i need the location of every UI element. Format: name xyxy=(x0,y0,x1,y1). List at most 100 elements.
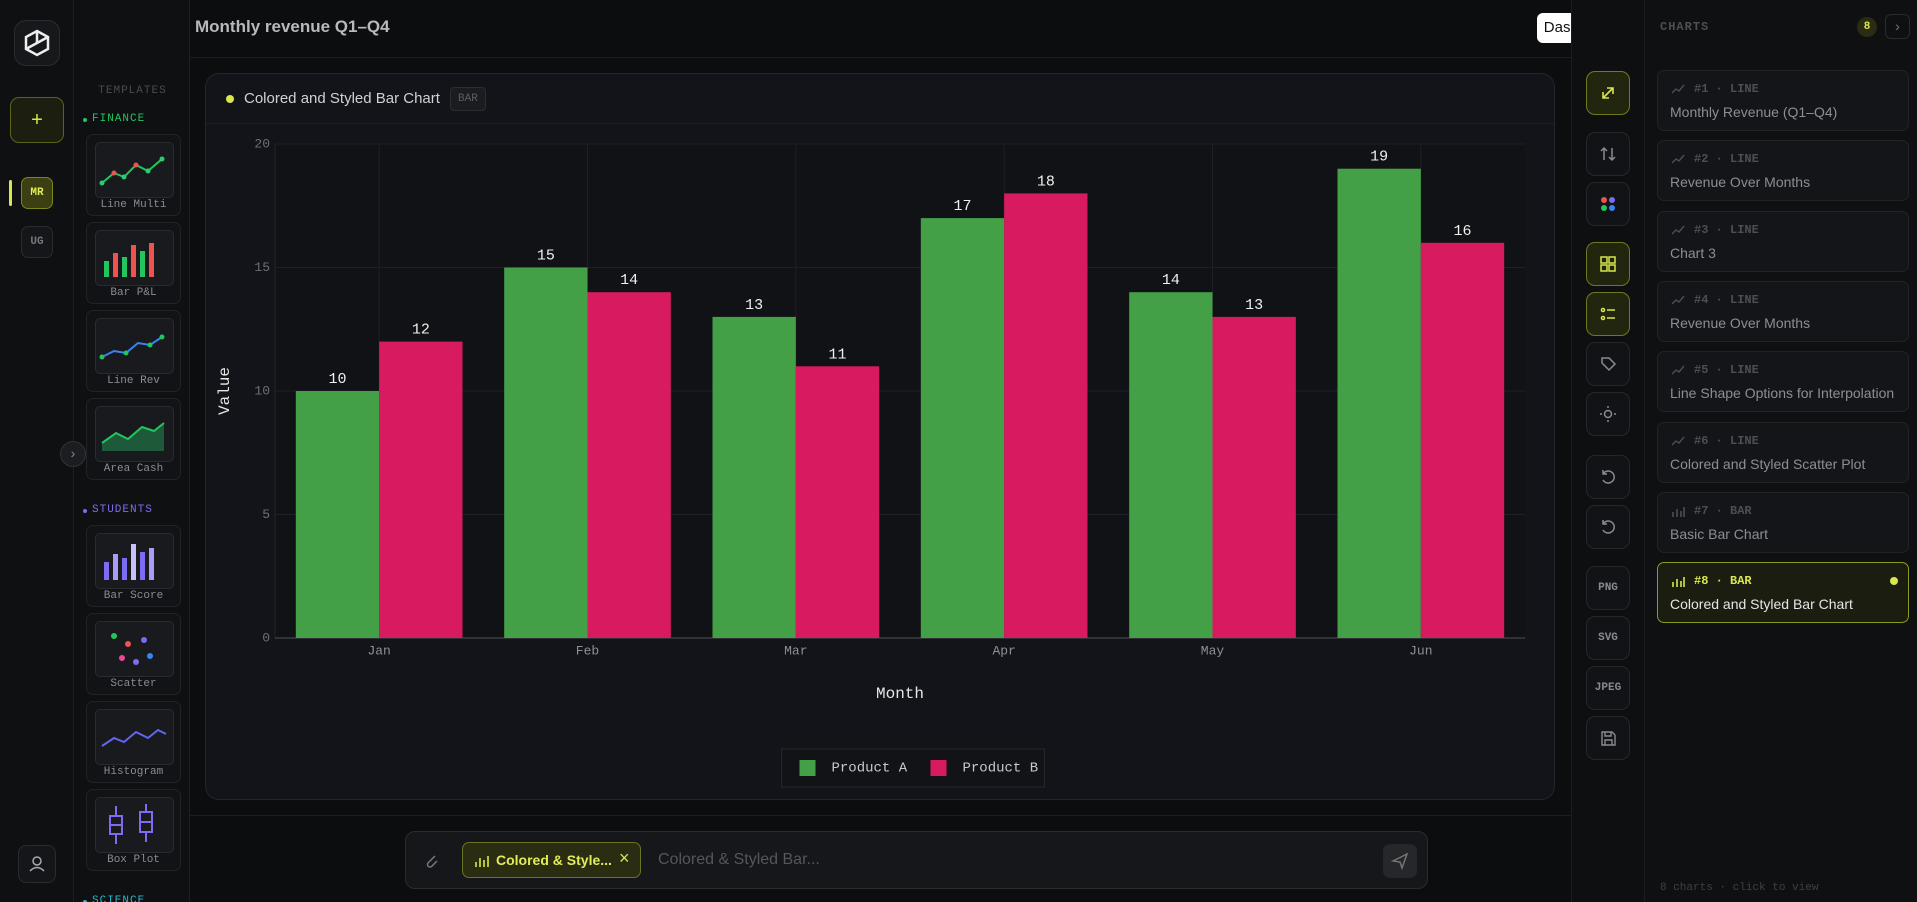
item-title: Colored and Styled Scatter Plot xyxy=(1670,455,1866,472)
chart-list-item[interactable]: #8 · BAR Colored and Styled Bar Chart xyxy=(1657,562,1909,624)
tool-button[interactable] xyxy=(1586,242,1630,286)
tool-button[interactable] xyxy=(1586,455,1630,499)
item-icon xyxy=(1670,223,1686,244)
item-icon xyxy=(1670,152,1686,173)
template-thumb xyxy=(95,533,174,589)
logo[interactable] xyxy=(14,20,60,66)
value-label: 19 xyxy=(1370,149,1388,166)
template-card[interactable]: Box Plot xyxy=(86,789,181,871)
tool-button[interactable] xyxy=(1586,505,1630,549)
bar xyxy=(1420,242,1505,639)
item-title: Chart 3 xyxy=(1670,244,1716,261)
bar xyxy=(920,218,1005,638)
bar xyxy=(1129,292,1213,638)
item-number: #5 xyxy=(1694,363,1709,378)
item-meta: #2 · LINE xyxy=(1694,152,1759,166)
section-heading: STUDENTS xyxy=(92,504,153,516)
templates-panel: TEMPLATES FINANCE Line Multi Bar P&L Line R… xyxy=(75,0,190,902)
chart-list-item[interactable]: #6 · LINE Colored and Styled Scatter Plot xyxy=(1657,421,1909,483)
type-badge: BAR xyxy=(450,87,486,111)
export-button[interactable]: SVG xyxy=(1586,616,1630,660)
item-kind: LINE xyxy=(1730,363,1759,378)
x-tick-label: Mar xyxy=(784,643,807,658)
new-button[interactable]: + xyxy=(10,97,64,143)
user-button[interactable] xyxy=(18,845,56,883)
panel-toggle[interactable]: › xyxy=(1885,14,1910,39)
chart-list-item[interactable]: #2 · LINE Revenue Over Months xyxy=(1657,140,1909,202)
bar xyxy=(1004,193,1088,638)
user-icon xyxy=(29,856,45,872)
collapse-toggle[interactable]: › xyxy=(60,441,86,467)
value-label: 16 xyxy=(1453,223,1471,240)
template-card[interactable]: Area Cash xyxy=(86,398,181,480)
page-title: Monthly revenue Q1–Q4 xyxy=(195,17,390,36)
tool-button[interactable] xyxy=(1586,132,1630,176)
tool-button[interactable] xyxy=(1586,71,1630,115)
value-label: 17 xyxy=(953,198,971,215)
template-card[interactable]: Bar P&L xyxy=(86,222,181,304)
item-meta: #5 · LINE xyxy=(1694,363,1759,377)
item-kind: BAR xyxy=(1730,503,1752,518)
chart-list-item[interactable]: #5 · LINE Line Shape Options for Interpol… xyxy=(1657,351,1909,413)
item-number: #7 xyxy=(1694,503,1709,518)
send-button[interactable] xyxy=(1383,844,1417,878)
template-thumb xyxy=(95,230,174,286)
item-sep: · xyxy=(1708,152,1731,167)
charts-panel: CHARTS 8 › 8 charts · click to view #1 ·… xyxy=(1645,0,1917,902)
card-title: Colored and Styled Bar Chart xyxy=(244,90,440,107)
item-meta: #1 · LINE xyxy=(1694,82,1759,96)
chart-list-item[interactable]: #1 · LINE Monthly Revenue (Q1–Q4) xyxy=(1657,70,1909,131)
chart-list-item[interactable]: #4 · LINE Revenue Over Months xyxy=(1657,280,1909,342)
thumb-graphic xyxy=(96,798,173,855)
item-sep: · xyxy=(1708,292,1731,307)
rail-item[interactable]: MR xyxy=(21,177,53,209)
save-button[interactable] xyxy=(1586,716,1630,760)
item-title: Revenue Over Months xyxy=(1670,314,1811,331)
value-label: 18 xyxy=(1037,173,1055,190)
chip-remove[interactable]: × xyxy=(619,848,630,868)
tool-button[interactable] xyxy=(1586,392,1630,436)
rail-item[interactable]: UG xyxy=(21,226,53,258)
y-tick-label: 20 xyxy=(254,136,270,151)
template-label: Bar P&L xyxy=(110,287,157,299)
context-chip[interactable]: Colored & Style... × xyxy=(462,842,641,878)
template-card[interactable]: Line Multi xyxy=(86,134,181,216)
logo-icon xyxy=(24,29,50,57)
composer: Colored & Style... × Colored & Styled Ba… xyxy=(405,831,1428,889)
template-card[interactable]: Bar Score xyxy=(86,525,181,607)
item-title: Line Shape Options for Interpolation xyxy=(1670,385,1895,402)
thumb-graphic xyxy=(96,710,173,767)
bar xyxy=(1212,316,1296,638)
y-axis-label: Value xyxy=(216,367,234,415)
export-button[interactable]: PNG xyxy=(1586,566,1630,610)
template-thumb xyxy=(95,797,174,853)
active-indicator xyxy=(9,180,12,206)
item-sep: · xyxy=(1708,503,1731,518)
section-heading: FINANCE xyxy=(92,113,146,125)
item-kind: LINE xyxy=(1730,152,1759,167)
template-card[interactable]: Line Rev xyxy=(86,310,181,392)
template-thumb xyxy=(95,406,174,462)
attach-icon[interactable] xyxy=(422,851,442,871)
chart-list-item[interactable]: #7 · BAR Basic Bar Chart xyxy=(1657,491,1909,553)
export-button[interactable]: JPEG xyxy=(1586,666,1630,710)
template-label: Bar Score xyxy=(103,590,164,602)
bar xyxy=(379,341,463,638)
tool-button[interactable] xyxy=(1586,292,1630,336)
template-label: Line Rev xyxy=(107,375,160,387)
template-card[interactable]: Scatter xyxy=(86,613,181,695)
tool-button[interactable] xyxy=(1586,342,1630,386)
bar xyxy=(295,391,380,638)
chart-list-item[interactable]: #3 · LINE Chart 3 xyxy=(1657,210,1909,272)
item-icon xyxy=(1670,434,1686,455)
template-label: Scatter xyxy=(110,678,157,690)
thumb-graphic xyxy=(96,231,173,288)
item-sep: · xyxy=(1708,82,1731,96)
bar xyxy=(587,292,671,638)
tool-button[interactable] xyxy=(1586,182,1630,226)
template-card[interactable]: Histogram xyxy=(86,701,181,783)
composer-placeholder[interactable]: Colored & Styled Bar... xyxy=(658,851,820,868)
item-meta: #4 · LINE xyxy=(1694,293,1759,307)
legend-swatch xyxy=(799,760,816,776)
item-icon xyxy=(1670,82,1686,103)
